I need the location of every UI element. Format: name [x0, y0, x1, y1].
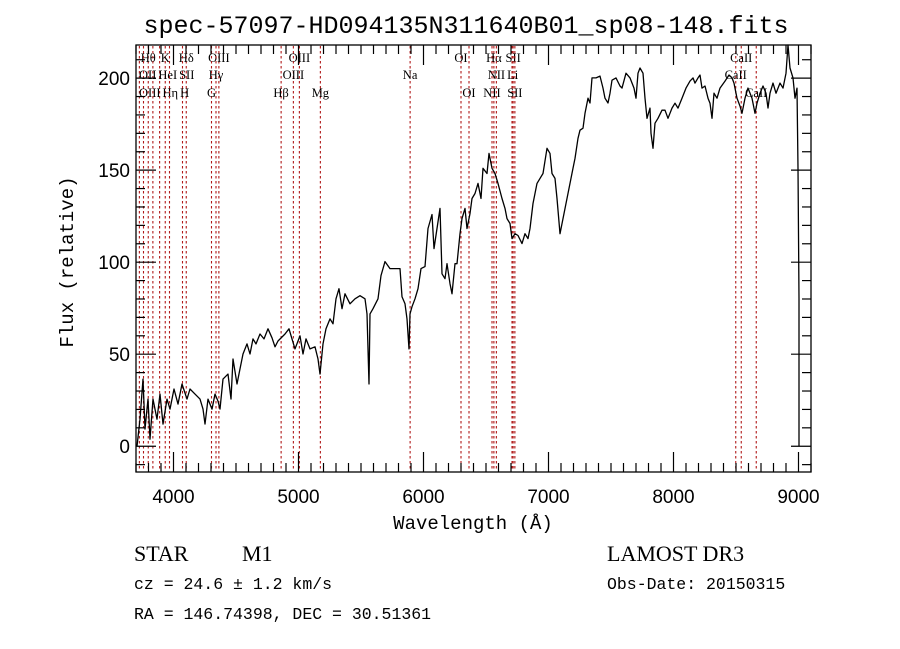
- spectral-line-label: Hθ: [141, 51, 156, 65]
- spectral-line-label: NII: [488, 68, 505, 82]
- y-tick-label: 100: [98, 253, 130, 274]
- spectral-line-label: OIII: [139, 86, 161, 100]
- x-tick-label: 5000: [277, 487, 319, 508]
- obs-date: Obs-Date: 20150315: [607, 575, 785, 594]
- spectral-line-label: SII: [506, 51, 521, 65]
- object-type: STAR: [134, 541, 189, 566]
- spectral-line-label: OI: [462, 86, 475, 100]
- x-tick-label: 4000: [152, 487, 194, 508]
- spectral-line-label: Hβ: [273, 86, 288, 100]
- spectrum-line-spectrum: [136, 44, 800, 447]
- spectral-line-label: Mg: [312, 86, 330, 100]
- y-tick-label: 0: [119, 437, 130, 458]
- chart-title: spec-57097-HD094135N311640B01_sp08-148.f…: [143, 12, 788, 41]
- redshift-cz: cz = 24.6 ± 1.2 km/s: [134, 575, 332, 594]
- x-tick-label: 8000: [652, 487, 694, 508]
- series-layer: [136, 44, 800, 447]
- spectral-line-label: CaII: [725, 68, 747, 82]
- spectral-line-label: NII: [483, 86, 500, 100]
- spectral-line-label: Hη: [163, 86, 179, 100]
- spectral-line-label: OII: [139, 68, 156, 82]
- survey-name: LAMOST DR3: [607, 541, 744, 566]
- y-tick-label: 50: [109, 345, 130, 366]
- plot-frame: [135, 44, 812, 473]
- spectral-line-label: SII: [507, 86, 522, 100]
- x-axis-label: Wavelength (Å): [393, 513, 553, 535]
- spectral-line-label: HeI: [158, 68, 177, 82]
- x-tick-label: 7000: [527, 487, 569, 508]
- spectral-line-label: OIII: [283, 68, 305, 82]
- spectral-line-label: K: [161, 51, 170, 65]
- spectral-line-label: H: [180, 86, 189, 100]
- spectral-line-label: Li: [507, 68, 519, 82]
- spectral-line-label: Na: [403, 68, 418, 82]
- x-tick-label: 9000: [777, 487, 819, 508]
- ra-dec-coords: RA = 146.74398, DEC = 30.51361: [134, 605, 431, 624]
- spectral-line-label: OIII: [208, 51, 230, 65]
- y-axis-label: Flux (relative): [57, 176, 79, 347]
- spectral-line-label: G: [207, 86, 216, 100]
- spectral-line-label: Hγ: [209, 68, 224, 82]
- spectral-line-label: OIII: [289, 51, 311, 65]
- y-tick-label: 200: [98, 69, 130, 90]
- y-tick-label: 150: [98, 161, 130, 182]
- spectral-line-label: Hα: [486, 51, 502, 65]
- spectral-line-label: SII: [179, 68, 194, 82]
- spectral-subclass: M1: [242, 541, 273, 566]
- spectral-line-label: OI: [454, 51, 467, 65]
- x-tick-label: 6000: [402, 487, 444, 508]
